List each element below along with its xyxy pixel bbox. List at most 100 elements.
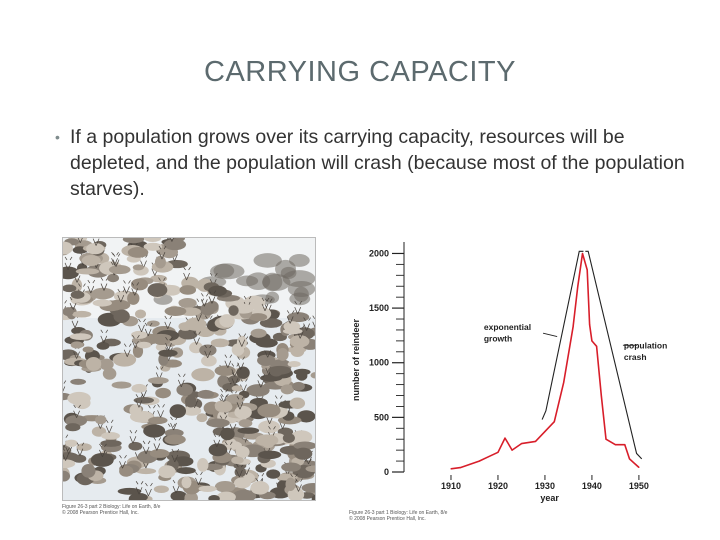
photo-caption-line1: Figure 26-3 part 2 Biology: Life on Eart…	[62, 504, 161, 510]
reindeer-shape	[112, 352, 137, 367]
antler-shape	[144, 322, 153, 337]
data-point	[469, 463, 471, 465]
reindeer-shape	[154, 255, 166, 269]
antler-shape	[100, 277, 109, 291]
data-point	[534, 440, 537, 443]
antler-shape	[231, 363, 240, 377]
data-point	[596, 345, 598, 347]
antler-shape	[208, 290, 217, 304]
x-tick-label: 1920	[488, 481, 508, 491]
reindeer-shape	[130, 278, 148, 291]
bullet-point: • If a population grows over its carryin…	[55, 124, 695, 202]
antler-shape	[193, 331, 201, 345]
reindeer-shape	[228, 305, 239, 316]
antler-shape	[157, 404, 165, 418]
antler-shape	[229, 417, 238, 432]
reindeer-shape	[234, 477, 251, 489]
reindeer-shape	[127, 247, 149, 258]
data-point	[586, 269, 588, 271]
data-point	[478, 460, 480, 462]
reindeer-shape	[246, 384, 270, 397]
data-point	[581, 252, 584, 255]
antler-shape	[123, 343, 132, 357]
reindeer-shape	[128, 441, 143, 451]
antler-shape	[303, 317, 311, 331]
reindeer-shape	[258, 450, 282, 460]
reindeer-shape	[179, 285, 197, 295]
reindeer-shape	[219, 314, 235, 328]
growth-annotation-line2: growth	[484, 333, 512, 343]
x-tick-label: 1930	[535, 481, 555, 491]
reindeer-shape	[148, 416, 168, 425]
reindeer-shape	[153, 485, 169, 493]
data-point	[497, 451, 499, 453]
reindeer-shape	[100, 439, 122, 447]
reindeer-shape	[281, 462, 301, 472]
antler-shape	[63, 447, 70, 461]
data-point	[511, 449, 513, 451]
reindeer-shape	[238, 419, 253, 428]
reindeer-shape	[249, 313, 268, 322]
reindeer-shape	[185, 317, 207, 331]
reindeer-shape	[170, 490, 187, 500]
reindeer-shape	[63, 307, 74, 317]
reindeer-shape	[65, 423, 81, 432]
reindeer-shape	[63, 284, 77, 293]
reindeer-shape	[90, 452, 114, 467]
reindeer-shape	[292, 381, 305, 391]
antler-shape	[238, 333, 247, 347]
y-tick-label: 1500	[369, 303, 389, 313]
reindeer-shape	[289, 397, 306, 409]
shrub-shape	[282, 270, 315, 288]
reindeer-shape	[210, 338, 230, 348]
reindeer-shape	[154, 337, 171, 346]
reindeer-shape	[296, 370, 308, 381]
reindeer-shape	[144, 238, 162, 243]
antler-shape	[145, 482, 153, 497]
reindeer-shape	[199, 344, 217, 357]
crash-annotation: population	[624, 341, 667, 351]
data-point	[624, 444, 626, 446]
reindeer-shape	[76, 443, 92, 451]
reindeer-shape	[228, 375, 241, 384]
antler-shape	[183, 266, 191, 281]
antler-shape	[170, 416, 178, 431]
reindeer-shape	[117, 487, 142, 495]
antler-shape	[100, 329, 109, 343]
reindeer-shape	[113, 309, 130, 323]
reindeer-shape	[235, 445, 250, 459]
reindeer-shape	[107, 299, 131, 311]
antler-shape	[195, 471, 203, 486]
reindeer-shape	[92, 299, 112, 307]
reindeer-shape	[127, 291, 140, 305]
reindeer-shape	[266, 469, 281, 479]
growth-bracket	[541, 250, 584, 420]
shrub-shape	[213, 263, 235, 278]
reindeer-shape	[257, 354, 276, 366]
reindeer-shape	[269, 367, 283, 377]
data-point	[614, 444, 617, 446]
data-point	[520, 442, 523, 445]
reindeer-shape	[135, 468, 157, 475]
reindeer-shape	[287, 361, 301, 368]
reindeer-shape	[81, 464, 96, 478]
antler-shape	[296, 325, 305, 339]
shrub-shape	[288, 254, 310, 267]
antler-shape	[171, 448, 180, 463]
antler-shape	[73, 269, 82, 283]
shrub-shape	[253, 253, 282, 268]
antler-shape	[266, 410, 274, 424]
reindeer-shape	[155, 343, 167, 352]
antler-shape	[295, 478, 303, 492]
data-point	[553, 421, 555, 423]
antler-shape	[71, 314, 80, 328]
reindeer-shape	[85, 356, 102, 371]
reindeer-shape	[146, 320, 160, 327]
reindeer-shape	[70, 378, 87, 385]
antler-shape	[131, 282, 140, 296]
x-axis-label: year	[540, 493, 559, 503]
reindeer-shape	[297, 410, 315, 423]
reindeer-shape	[143, 242, 163, 251]
antler-shape	[112, 253, 121, 267]
reindeer-shape	[155, 387, 171, 399]
